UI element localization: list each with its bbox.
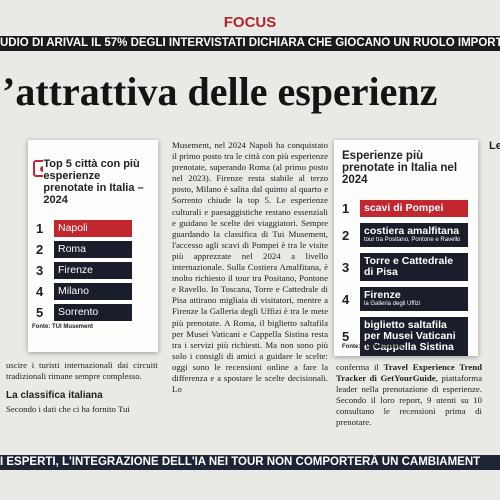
rank: 5: [36, 305, 44, 320]
top-cities-card: Top 5 città con più esperienze prenotate…: [28, 140, 158, 352]
item-sub: tour tra Positano, Pontone e Ravello: [364, 237, 461, 243]
list-row: 2 Roma: [36, 241, 152, 258]
rank: 3: [36, 263, 44, 278]
paragraph: uscire i turisti internazionali dai circ…: [6, 360, 158, 382]
headline: ’attrattiva delle esperienz: [2, 69, 438, 114]
list-row: 5 biglietto saltafila per Musei Vaticani …: [342, 317, 472, 356]
item-box: Firenze la Galleria degli Uffizi: [360, 287, 468, 311]
card-source: Fonte: TUI Musement: [32, 324, 93, 330]
item-box: Torre e Cattedrale di Pisa: [360, 253, 468, 281]
rank: 3: [342, 259, 350, 275]
list-row: 5 Sorrento: [36, 304, 152, 321]
left-column: uscire i turisti internazionali dai circ…: [6, 360, 158, 415]
card-title: Top 5 città con più esperienze prenotate…: [43, 158, 144, 206]
rank: 2: [342, 227, 350, 243]
item-box: Sorrento: [54, 304, 132, 321]
item-label: Roma: [58, 243, 87, 255]
list: 1 Napoli 2 Roma 3 Firenze 4 Milano 5 Sorrento: [28, 212, 158, 321]
rank: 1: [342, 201, 350, 216]
item-label: Firenze: [58, 264, 94, 276]
list-row: 4 Firenze la Galleria degli Uffizi: [342, 287, 472, 311]
text-bold: Travel Experience Trend Tracker di GetYo…: [336, 362, 482, 384]
paragraph: Secondo i dati che ci ha fornito Tui: [6, 404, 130, 415]
bottom-banner: I ESPERTI, L'INTEGRAZIONE DELL'IA NEI TO…: [0, 455, 500, 470]
item-box: Firenze: [54, 262, 132, 279]
list-row: 3 Torre e Cattedrale di Pisa: [342, 253, 472, 281]
list-row: 1 Napoli: [36, 220, 152, 237]
text: , piattaforma leader nella prenotazione …: [336, 373, 482, 428]
item-label: scavi di Pompei: [364, 202, 444, 214]
item-box: Napoli: [54, 220, 132, 237]
list-row: 1 scavi di Pompei: [342, 200, 472, 217]
text: conferma il: [336, 362, 384, 372]
item-box: Roma: [54, 241, 132, 258]
item-box: Milano: [54, 283, 132, 300]
item-box: biglietto saltafila per Musei Vaticani e…: [360, 317, 468, 356]
next-column: Le: [489, 140, 500, 152]
list-row: 3 Firenze: [36, 262, 152, 279]
rank: 4: [342, 291, 350, 307]
card-source: Fonte: TUI Musement: [342, 344, 403, 350]
top-experiences-card: Esperienze più prenotate in Italia nel 2…: [334, 140, 478, 356]
subheading: La classifica italiana: [6, 390, 103, 402]
rank: 1: [36, 221, 44, 236]
item-label: Firenze: [364, 289, 401, 301]
rank: 5: [342, 329, 350, 344]
item-label: Milano: [58, 285, 89, 297]
card-title: Esperienze più prenotate in Italia nel 2…: [342, 150, 458, 186]
item-label: Torre e Cattedrale di Pisa: [364, 255, 454, 278]
rank: 4: [36, 284, 44, 299]
item-sub: la Galleria degli Uffizi: [364, 301, 421, 307]
item-box: costiera amalfitana tour tra Positano, Po…: [360, 223, 468, 247]
right-column: conferma il Travel Experience Trend Trac…: [336, 362, 482, 450]
item-label: Napoli: [58, 222, 88, 234]
list-row: 2 costiera amalfitana tour tra Positano, P…: [342, 223, 472, 247]
item-label: costiera amalfitana: [364, 225, 460, 237]
list: 1 scavi di Pompei 2 costiera amalfitana tour…: [334, 200, 478, 356]
rank: 2: [36, 242, 44, 257]
top-banner: UDIO DI ARIVAL IL 57% DEGLI INTERVISTATI…: [0, 36, 500, 51]
item-label: Sorrento: [58, 306, 99, 318]
item-label: biglietto saltafila per Musei Vaticani e…: [364, 319, 456, 353]
list-row: 4 Milano: [36, 283, 152, 300]
middle-column: Musement, nel 2024 Napoli ha conquistato…: [172, 140, 328, 395]
section-label: FOCUS: [223, 14, 277, 31]
item-box: scavi di Pompei: [360, 200, 468, 217]
ticket-icon: [33, 160, 44, 177]
